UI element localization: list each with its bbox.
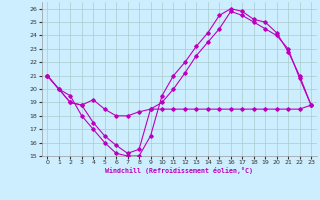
X-axis label: Windchill (Refroidissement éolien,°C): Windchill (Refroidissement éolien,°C)	[105, 167, 253, 174]
